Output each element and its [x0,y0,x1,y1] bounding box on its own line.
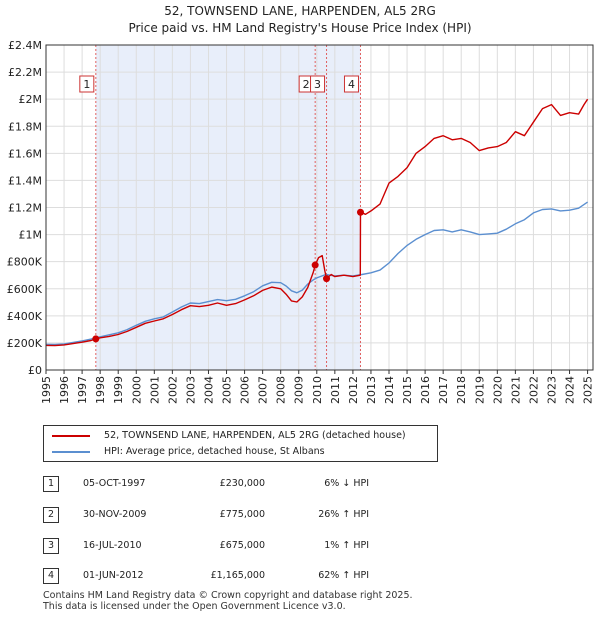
x-tick-label: 1999 [112,376,125,404]
y-tick-label: £400K [7,310,43,323]
x-tick-label: 2017 [437,376,450,404]
transaction-price: £230,000 [219,478,265,489]
transaction-number: 4 [43,568,59,584]
legend-label-property: 52, TOWNSEND LANE, HARPENDEN, AL5 2RG (d… [104,430,406,441]
footer-copyright: Contains HM Land Registry data © Crown c… [43,590,413,601]
transaction-price: £775,000 [219,509,265,520]
property-series-line [45,98,589,347]
table-row: 2 30-NOV-2009 £775,000 26% ↑ HPI [43,507,443,523]
transaction-point [311,261,319,269]
x-tick-label: 2004 [202,376,215,404]
plot-frame [45,44,594,371]
x-tick-label: 2014 [383,376,396,404]
transaction-label-box [343,75,359,93]
x-tick-label: 1995 [40,376,53,404]
transaction-hpi-delta: 62% ↑ HPI [318,570,369,581]
legend: 52, TOWNSEND LANE, HARPENDEN, AL5 2RG (d… [43,425,438,462]
transaction-label: 4 [348,78,355,91]
x-tick-label: 2003 [184,376,197,404]
y-tick-label: £200K [7,337,43,350]
x-tick-label: 2011 [329,376,342,404]
transaction-point [323,275,331,283]
x-tick-label: 2019 [473,376,486,404]
y-tick-label: £2M [19,93,43,106]
transaction-label: 2 [303,78,310,91]
legend-swatch-hpi [52,451,90,453]
legend-item-hpi: HPI: Average price, detached house, St A… [52,444,325,460]
x-tick-label: 2020 [491,376,504,404]
x-tick-label: 2008 [275,376,288,404]
transaction-price: £675,000 [219,540,265,551]
x-tick-label: 2010 [311,376,324,404]
x-tick-label: 1996 [58,376,71,404]
chart-title: 52, TOWNSEND LANE, HARPENDEN, AL5 2RG [164,4,436,18]
y-tick-label: £1.8M [8,120,42,133]
x-tick-label: 2013 [365,376,378,404]
x-tick-label: 2021 [509,376,522,404]
footer-licence: This data is licensed under the Open Gov… [43,601,346,612]
x-tick-label: 2009 [293,376,306,404]
plot-area: £0 £200K £400K £600K £800K £1M £1.2M £1.4M £1.6M… [7,39,595,404]
y-tick-label: £1.2M [8,202,42,215]
transaction-hpi-delta: 26% ↑ HPI [318,509,369,520]
x-tick-label: 2025 [582,376,595,404]
transaction-point [92,335,100,343]
transaction-label-box [79,75,95,93]
transaction-date: 30-NOV-2009 [83,509,147,520]
x-tick-label: 2005 [221,376,234,404]
x-tick-label: 2007 [257,376,270,404]
x-tick-label: 2022 [527,376,540,404]
x-tick-label: 2012 [347,376,360,404]
transaction-label: 1 [83,78,90,91]
table-row: 1 05-OCT-1997 £230,000 6% ↓ HPI [43,476,443,492]
footer: Contains HM Land Registry data © Crown c… [43,590,413,612]
table-row: 4 01-JUN-2012 £1,165,000 62% ↑ HPI [43,568,443,584]
transaction-label-box [310,75,326,93]
legend-swatch-property [52,435,90,437]
transaction-price: £1,165,000 [210,570,265,581]
x-tick-label: 2000 [130,376,143,404]
x-tick-label: 2001 [148,376,161,404]
table-row: 3 16-JUL-2010 £675,000 1% ↑ HPI [43,538,443,554]
x-tick-label: 1998 [94,376,107,404]
y-tick-label: £600K [7,283,43,296]
x-tick-label: 2024 [564,376,577,404]
y-tick-label: £1.6M [8,147,42,160]
x-tick-label: 1997 [76,376,89,404]
transaction-date: 01-JUN-2012 [83,570,144,581]
y-tick-label: £1M [19,229,43,242]
x-tick-label: 2006 [239,376,252,404]
transaction-date: 16-JUL-2010 [83,540,142,551]
x-tick-label: 2023 [545,376,558,404]
y-tick-label: £800K [7,256,43,269]
x-tick-label: 2015 [401,376,414,404]
legend-label-hpi: HPI: Average price, detached house, St A… [104,446,325,457]
transaction-date: 05-OCT-1997 [83,478,146,489]
chart-subtitle: Price paid vs. HM Land Registry's House … [128,21,471,35]
legend-item-property: 52, TOWNSEND LANE, HARPENDEN, AL5 2RG (d… [52,428,406,444]
transaction-number: 2 [43,507,59,523]
y-tick-label: £2.2M [8,66,42,79]
y-tick-label: £0 [28,364,42,377]
transaction-point [356,208,364,216]
transaction-hpi-delta: 6% ↓ HPI [324,478,369,489]
y-tick-label: £1.4M [8,174,42,187]
y-tick-label: £2.4M [8,39,42,52]
transaction-label: 3 [314,78,321,91]
transaction-number: 3 [43,538,59,554]
x-tick-label: 2018 [455,376,468,404]
x-tick-label: 2016 [419,376,432,404]
transaction-number: 1 [43,476,59,492]
x-tick-label: 2002 [166,376,179,404]
price-chart: 52, TOWNSEND LANE, HARPENDEN, AL5 2RG Pr… [7,4,595,404]
transaction-hpi-delta: 1% ↑ HPI [324,540,369,551]
